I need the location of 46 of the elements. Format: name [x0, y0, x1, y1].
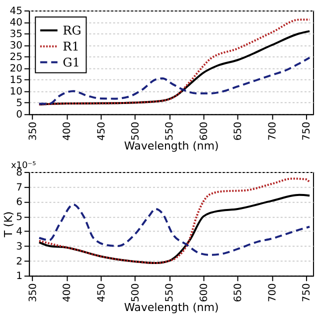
y-tick-label: 2	[16, 256, 22, 268]
line-series	[38, 194, 311, 264]
line-series	[38, 56, 311, 105]
y-tick-label: 5	[16, 212, 22, 223]
x-tick-label: 500	[130, 122, 142, 141]
x-tick-label: 750	[302, 283, 313, 302]
x-tick-label: 750	[302, 122, 313, 141]
x-tick-label: 550	[164, 283, 176, 302]
legend-label: G1	[62, 55, 80, 70]
x-tick-label: 350	[28, 122, 39, 141]
y-tick-label: 7	[16, 182, 22, 194]
y-tick-label: 8	[16, 167, 22, 178]
x-tick-label: 350	[28, 283, 39, 302]
x-tick-label: 500	[130, 283, 142, 302]
x-tick-label: 400	[62, 122, 74, 141]
x-tick-label: 650	[233, 122, 244, 141]
y-axis-title: T (K)	[2, 211, 16, 238]
x-tick-label: 600	[198, 122, 210, 141]
x-tick-label: 600	[198, 283, 210, 302]
x-tick-label: 450	[96, 283, 108, 302]
x-tick-label: 700	[267, 283, 278, 302]
y-tick-label: 30	[10, 40, 22, 52]
y-tick-label: 5	[16, 98, 22, 110]
y-tick-label: 20	[10, 64, 22, 75]
y-tick-label: 10	[10, 86, 22, 98]
y-tick-label: 15	[10, 75, 22, 86]
y-tick-label: 6	[16, 197, 22, 208]
y-tick-label: 40	[10, 17, 22, 28]
legend-label: R1	[62, 39, 80, 54]
y-tick-label: 3	[16, 242, 22, 252]
line-series	[38, 204, 311, 256]
x-tick-label: 450	[96, 122, 108, 141]
x-tick-label: 400	[62, 283, 74, 302]
legend-label: RG	[62, 23, 82, 38]
y-tick-label: 4	[16, 226, 22, 238]
x-axis-title: Wavelength (nm)	[124, 301, 219, 314]
x-tick-label: 550	[164, 122, 176, 141]
y-tick-label: 35	[10, 28, 22, 40]
y-tick-label: 1	[16, 271, 22, 282]
y-tick-label: 45	[10, 6, 22, 17]
y-tick-label: 0	[16, 110, 22, 121]
line-series	[38, 178, 311, 264]
x-axis-title: Wavelength (nm)	[124, 140, 219, 153]
x-tick-label: 700	[267, 122, 278, 141]
x-tick-label: 650	[233, 283, 244, 302]
y-tick-label: 25	[10, 52, 22, 64]
